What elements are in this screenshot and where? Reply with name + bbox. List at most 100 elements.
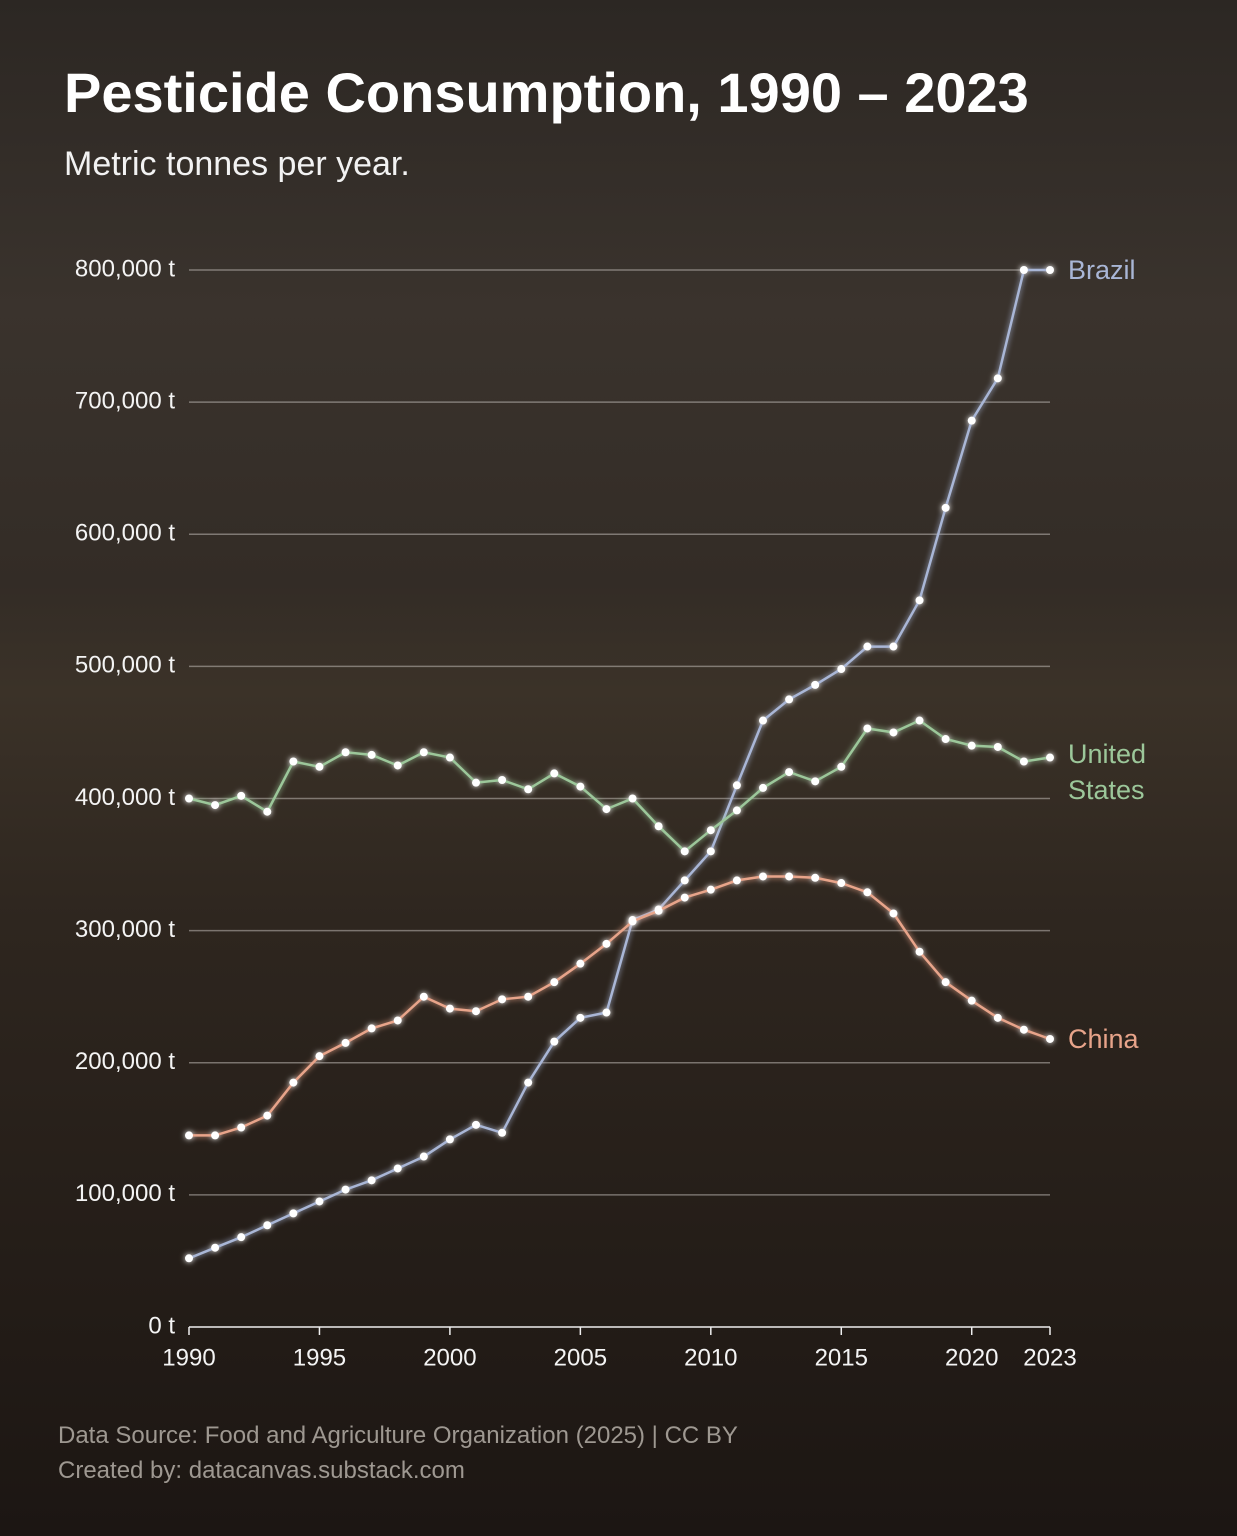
data-point: [263, 807, 272, 816]
data-point: [1046, 753, 1054, 762]
data-point: [341, 1185, 350, 1194]
data-point: [1019, 1025, 1028, 1034]
data-point: [211, 801, 220, 810]
data-point: [680, 893, 689, 902]
data-point: [863, 724, 872, 733]
series-label: China: [1068, 1023, 1139, 1054]
data-point: [367, 1024, 376, 1033]
data-point: [263, 1111, 272, 1120]
data-point: [576, 959, 585, 968]
data-point: [419, 992, 428, 1001]
series-line: [188, 719, 1051, 853]
data-point: [498, 776, 507, 785]
data-point: [315, 1197, 324, 1206]
data-point: [915, 716, 924, 725]
data-point: [1046, 266, 1054, 274]
data-point: [211, 1131, 220, 1140]
data-point: [498, 1128, 507, 1137]
series-line: [188, 268, 1050, 1260]
data-point: [863, 642, 872, 651]
data-point: [706, 826, 715, 835]
data-point: [419, 748, 428, 757]
y-tick-label: 500,000 t: [75, 652, 175, 679]
data-point: [837, 665, 846, 674]
data-point: [811, 777, 820, 786]
data-point: [759, 716, 767, 725]
x-tick-label: 2023: [1023, 1344, 1076, 1371]
data-point: [289, 757, 298, 766]
data-point: [289, 1209, 298, 1218]
y-tick-label: 600,000 t: [75, 520, 175, 547]
data-point: [837, 762, 846, 771]
data-point: [680, 847, 689, 856]
data-point: [654, 906, 663, 915]
chart-subtitle: Metric tonnes per year.: [64, 145, 410, 183]
data-point: [315, 1052, 324, 1061]
data-point: [576, 782, 585, 791]
data-point: [185, 794, 193, 803]
data-point: [602, 1008, 611, 1017]
data-point: [915, 947, 924, 956]
data-point: [393, 1164, 402, 1173]
x-tick-label: 2020: [945, 1344, 998, 1371]
data-point: [445, 1135, 454, 1144]
data-point: [889, 909, 898, 918]
data-point: [237, 1123, 246, 1132]
data-point: [263, 1221, 272, 1230]
data-point: [941, 503, 950, 512]
x-tick-label: 1995: [293, 1344, 346, 1371]
data-point: [576, 1013, 585, 1022]
data-point: [550, 978, 559, 987]
data-point: [185, 1254, 193, 1263]
data-point: [889, 728, 898, 737]
data-point: [732, 806, 741, 815]
data-point: [759, 872, 767, 881]
data-point: [759, 783, 767, 792]
series: [185, 872, 1054, 1140]
data-point: [811, 680, 820, 689]
data-point: [185, 1131, 193, 1140]
data-point: [524, 1078, 533, 1087]
data-point: [367, 750, 376, 759]
x-tick-label: 1990: [162, 1344, 215, 1371]
data-point: [341, 1038, 350, 1047]
data-point: [680, 876, 689, 885]
data-point: [1019, 757, 1028, 766]
data-point: [524, 992, 533, 1001]
data-point: [472, 1007, 480, 1016]
data-point: [289, 1078, 298, 1087]
data-point: [993, 1013, 1002, 1022]
x-tick-label: 2010: [684, 1344, 737, 1371]
data-point: [967, 741, 976, 750]
data-point: [967, 416, 976, 425]
source-note: Data Source: Food and Agriculture Organi…: [58, 1422, 738, 1449]
data-point: [550, 1037, 559, 1046]
data-point: [915, 596, 924, 605]
data-point: [993, 374, 1002, 383]
x-tick-label: 2000: [423, 1344, 476, 1371]
data-point: [211, 1243, 220, 1252]
y-tick-label: 200,000 t: [75, 1048, 175, 1075]
data-point: [993, 742, 1002, 751]
y-tick-label: 0 t: [148, 1312, 175, 1339]
data-point: [445, 753, 454, 762]
data-point: [550, 769, 559, 778]
data-point: [811, 873, 820, 882]
y-tick-label: 800,000 t: [75, 255, 175, 282]
series-label: United States: [1068, 738, 1147, 805]
data-point: [367, 1176, 376, 1185]
data-point: [967, 996, 976, 1005]
data-point: [889, 642, 898, 651]
data-point: [706, 885, 715, 894]
data-point: [472, 1120, 480, 1129]
series: [185, 716, 1054, 856]
chart-title: Pesticide Consumption, 1990 – 2023: [64, 61, 1029, 124]
data-point: [732, 876, 741, 885]
data-point: [524, 785, 533, 794]
data-point: [237, 1233, 246, 1242]
data-point: [1019, 266, 1028, 274]
data-point: [941, 978, 950, 987]
data-point: [863, 888, 872, 897]
data-point: [732, 781, 741, 790]
